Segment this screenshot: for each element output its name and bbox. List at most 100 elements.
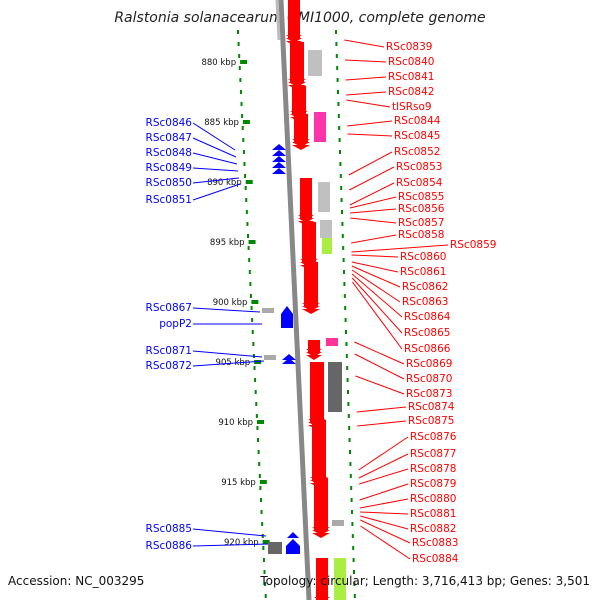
left-gene-label[interactable]: RSc0849: [146, 162, 192, 174]
right-gene-leader: [356, 406, 407, 413]
right-track-dot: [340, 198, 343, 202]
right-gene-label[interactable]: RSc0855: [398, 191, 444, 203]
right-track-dot: [335, 30, 337, 34]
left-track-dot: [242, 138, 245, 142]
right-gene-label[interactable]: RSc0852: [394, 146, 440, 158]
right-gene-label[interactable]: RSc0874: [408, 401, 455, 413]
left-track-dot: [245, 198, 248, 202]
forward-gene-block: [290, 42, 304, 82]
right-track-dot: [346, 366, 349, 370]
right-gene-leader: [359, 498, 409, 509]
scale-tick: [240, 60, 248, 64]
forward-gene-block: [294, 114, 308, 142]
right-gene-label[interactable]: RSc0862: [402, 281, 448, 293]
right-gene-label[interactable]: RSc0875: [408, 415, 454, 427]
right-gene-label[interactable]: RSc0880: [410, 493, 456, 505]
left-gene-leader: [192, 167, 239, 172]
right-gene-label[interactable]: RSc0845: [394, 130, 440, 142]
left-gene-label[interactable]: RSc0846: [146, 117, 193, 129]
right-gene-label[interactable]: RSc0870: [406, 373, 452, 385]
right-track-dot: [336, 66, 339, 70]
left-track-dot: [244, 186, 247, 190]
right-gene-label[interactable]: RSc0853: [396, 161, 442, 173]
right-gene-label[interactable]: RSc0858: [398, 229, 444, 241]
right-gene-leader: [355, 375, 405, 395]
right-gene-leader: [351, 281, 403, 350]
right-gene-label[interactable]: RSc0877: [410, 448, 456, 460]
right-gene-label[interactable]: RSc0866: [404, 343, 451, 355]
left-track-dot: [255, 402, 258, 406]
right-gene-label[interactable]: RSc0859: [450, 239, 496, 251]
left-gene-label[interactable]: RSc0885: [146, 523, 192, 535]
left-track-dot: [237, 30, 239, 34]
right-gene-label[interactable]: RSc0882: [410, 523, 456, 535]
forward-gene-block: [314, 478, 328, 530]
right-gene-label[interactable]: RSc0842: [388, 86, 434, 98]
right-gene-label[interactable]: RSc0883: [412, 537, 458, 549]
reverse-gene-arrow: [272, 144, 286, 150]
right-gene-leader: [357, 420, 407, 427]
right-gene-leader: [349, 166, 395, 191]
scale-tick: [257, 420, 265, 424]
right-track-dot: [341, 210, 343, 214]
left-gene-leader: [192, 183, 241, 201]
forward-gene-arrow: [292, 139, 310, 144]
right-gene-label[interactable]: RSc0869: [406, 358, 452, 370]
right-gene-leader: [344, 59, 387, 63]
left-gene-label[interactable]: RSc0848: [146, 147, 192, 159]
right-gene-label[interactable]: RSc0873: [406, 388, 452, 400]
right-gene-label[interactable]: RSc0881: [410, 508, 456, 520]
right-track-dot: [343, 282, 346, 286]
left-gene-label[interactable]: RSc0851: [146, 194, 192, 206]
left-track-dot: [262, 546, 265, 550]
forward-gene-block: [316, 558, 328, 600]
right-gene-label[interactable]: RSc0839: [386, 41, 432, 53]
right-gene-label[interactable]: RSc0861: [400, 266, 446, 278]
right-gene-label[interactable]: RSc0856: [398, 203, 445, 215]
left-gene-label[interactable]: RSc0850: [146, 177, 192, 189]
left-track-dot: [254, 378, 257, 382]
left-gene-label[interactable]: RSc0886: [146, 540, 193, 552]
right-track-dot: [343, 294, 346, 298]
left-gene-label[interactable]: RSc0867: [146, 302, 192, 314]
right-track-dot: [339, 174, 342, 178]
right-gene-label[interactable]: RSc0884: [412, 553, 459, 565]
reverse-gene-arrow: [281, 306, 293, 314]
right-gene-label[interactable]: RSc0840: [388, 56, 434, 68]
right-gene-label[interactable]: tlSRso9: [392, 101, 432, 113]
forward-gene-arrow: [306, 355, 322, 360]
reverse-gene-block: [281, 314, 293, 328]
right-gene-label[interactable]: RSc0844: [394, 115, 441, 127]
forward-gene-arrow: [298, 215, 314, 220]
left-gene-label[interactable]: RSc0872: [146, 360, 192, 372]
scale-tick-label: 920 kbp: [224, 538, 259, 548]
right-gene-label[interactable]: RSc0879: [410, 478, 456, 490]
left-track-dot: [252, 342, 255, 346]
right-track-dot: [339, 162, 342, 166]
forward-gene-arrow: [290, 111, 308, 116]
right-gene-label[interactable]: RSc0876: [410, 431, 457, 443]
right-gene-label[interactable]: RSc0857: [398, 217, 444, 229]
left-gene-leader: [192, 307, 261, 313]
left-gene-label[interactable]: RSc0847: [146, 132, 192, 144]
left-track-dot: [264, 594, 267, 598]
scale-tick-label: 895 kbp: [210, 238, 245, 248]
right-gene-label[interactable]: RSc0878: [410, 463, 456, 475]
left-gene-label[interactable]: popP2: [159, 318, 192, 330]
right-gene-leader: [351, 277, 403, 334]
right-gene-label[interactable]: RSc0841: [388, 71, 434, 83]
right-gene-label[interactable]: RSc0865: [404, 327, 450, 339]
left-gene-label[interactable]: RSc0871: [146, 345, 192, 357]
right-gene-label[interactable]: RSc0854: [396, 177, 443, 189]
left-gene-leader: [192, 137, 237, 158]
left-track-dot: [263, 570, 266, 574]
genome-backbone: [278, 0, 312, 600]
right-gene-leader: [360, 511, 409, 515]
right-gene-label[interactable]: RSc0860: [400, 251, 446, 263]
right-gene-label[interactable]: RSc0864: [404, 311, 451, 323]
left-track-dot: [259, 486, 262, 490]
right-gene-label[interactable]: RSc0863: [402, 296, 448, 308]
forward-gene-arrow: [286, 35, 302, 40]
right-gene-leader: [347, 120, 393, 127]
right-gene-leader: [344, 39, 385, 48]
